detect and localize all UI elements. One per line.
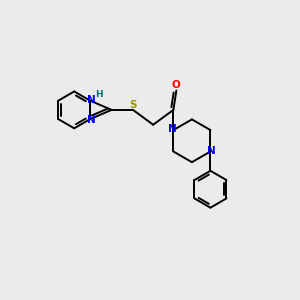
Text: H: H <box>95 90 102 99</box>
Text: N: N <box>207 146 215 156</box>
Text: N: N <box>168 124 177 134</box>
Text: O: O <box>172 80 181 90</box>
Text: N: N <box>87 115 96 125</box>
Text: N: N <box>87 95 96 105</box>
Text: S: S <box>129 100 137 110</box>
